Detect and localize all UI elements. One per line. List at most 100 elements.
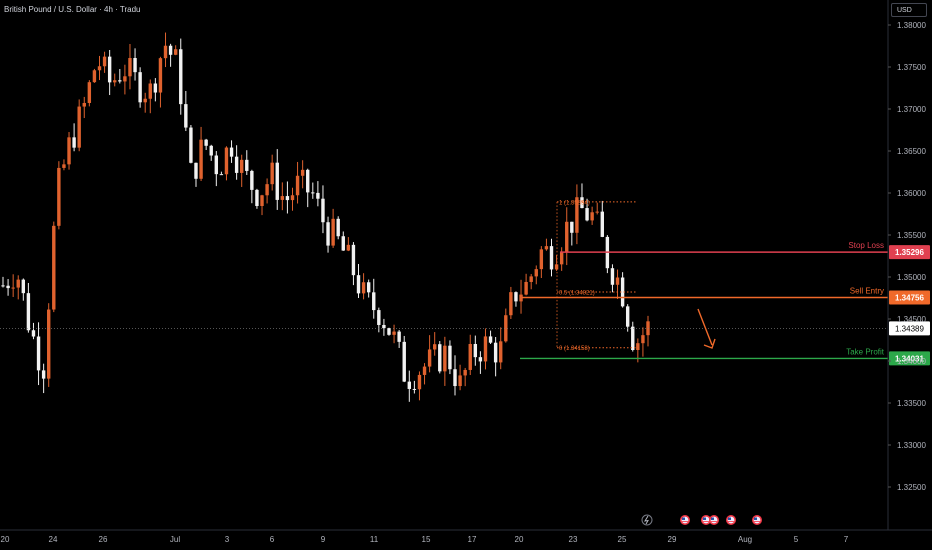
- candle: [488, 330, 493, 345]
- time-axis[interactable]: 20 24 26 Jul 3 6 9 11 15 17 20 23 25 29 Aug 5 7: [0, 529, 932, 544]
- candle: [575, 184, 579, 245]
- candle-body: [224, 147, 229, 175]
- candle-body: [600, 211, 604, 237]
- candle: [138, 67, 142, 108]
- candle: [280, 182, 285, 211]
- time-tick-label: Jul: [170, 535, 180, 544]
- candle-body: [280, 196, 285, 200]
- stop_loss-price-text: 1.35296: [895, 248, 924, 257]
- candle-body: [6, 285, 10, 289]
- candle-body: [107, 56, 112, 83]
- lightning-icon[interactable]: [641, 514, 653, 526]
- price-axis[interactable]: 1.38000 1.37500 1.37000 1.36500 1.36000 1.355…: [887, 0, 926, 530]
- candle-body: [473, 343, 478, 358]
- candle-body: [285, 196, 290, 201]
- price-tick-label: 1.35000: [897, 273, 926, 282]
- candle-body: [443, 345, 447, 372]
- time-tick-label: 11: [370, 535, 379, 544]
- trade-levels: Stop Loss 1.35296 Sell Entry 1.34756 Take Pr…: [0, 241, 930, 366]
- candle-body: [534, 269, 538, 277]
- candle-body: [214, 155, 219, 175]
- candle: [326, 216, 330, 253]
- price-tick-label: 1.33000: [897, 441, 926, 450]
- time-tick-label: 3: [225, 535, 230, 544]
- candle: [36, 322, 41, 386]
- candle: [270, 154, 274, 191]
- candle: [478, 351, 483, 374]
- candle-body: [184, 104, 188, 128]
- candle: [402, 335, 406, 383]
- candle-body: [148, 83, 152, 99]
- candle: [529, 274, 533, 290]
- candle: [407, 370, 411, 402]
- us-flag-icon[interactable]: [726, 515, 736, 525]
- currency-button[interactable]: USD: [891, 3, 927, 17]
- candle: [443, 336, 447, 386]
- candle-body: [102, 56, 107, 67]
- candle: [204, 138, 208, 151]
- candle-body: [402, 341, 406, 382]
- us-flag-icon[interactable]: [709, 515, 719, 525]
- candle: [534, 265, 538, 285]
- candle: [468, 334, 472, 376]
- candle: [6, 279, 10, 296]
- candle-body: [499, 341, 503, 363]
- candle-body: [133, 58, 137, 73]
- candle-body: [153, 83, 158, 93]
- candle-body: [87, 82, 92, 103]
- candle: [260, 194, 264, 216]
- candle: [524, 273, 528, 296]
- us-flag-icon[interactable]: [680, 515, 690, 525]
- candle-body: [478, 357, 483, 362]
- us-flag-icon[interactable]: [701, 515, 711, 525]
- price-tick-label: 1.38000: [897, 21, 926, 30]
- candle: [427, 335, 432, 373]
- candle: [544, 238, 549, 251]
- take_profit-label: Take Profit: [846, 347, 885, 356]
- candle: [77, 99, 81, 152]
- candle-body: [631, 326, 635, 350]
- candle: [458, 364, 462, 391]
- candle-body: [483, 336, 488, 362]
- candle-body: [427, 349, 432, 367]
- candle-body: [453, 369, 457, 387]
- candle-body: [397, 331, 401, 342]
- candle: [641, 327, 645, 357]
- candle: [306, 168, 310, 208]
- candle-body: [554, 264, 559, 270]
- candle-body: [173, 49, 178, 55]
- us-flag-icon[interactable]: [752, 515, 762, 525]
- candle: [549, 238, 554, 277]
- candle: [102, 51, 107, 73]
- chart-title: British Pound / U.S. Dollar · 4h · Tradu: [4, 5, 141, 14]
- fib-level-0-5-label: 0.5 (1.34821): [559, 291, 595, 297]
- candle-body: [417, 374, 422, 390]
- candle-body: [306, 169, 310, 193]
- candle-body: [570, 221, 574, 233]
- candle: [392, 324, 396, 344]
- candle-body: [245, 159, 249, 171]
- candle-body: [97, 66, 102, 71]
- candle: [366, 279, 371, 298]
- time-tick-label: 20: [1, 535, 10, 544]
- candle-body: [113, 80, 117, 83]
- candle: [16, 275, 20, 300]
- candle-body: [52, 225, 56, 310]
- candle: [275, 149, 279, 210]
- events-bar[interactable]: [641, 514, 762, 526]
- flag-icon-canton: [728, 517, 731, 520]
- candle-body: [92, 70, 97, 83]
- candle-body: [62, 164, 66, 168]
- candle: [509, 286, 513, 319]
- candle: [163, 32, 168, 68]
- candle: [143, 92, 147, 113]
- price-tick-label: 1.36500: [897, 147, 926, 156]
- lightning-icon-ring: [641, 514, 653, 526]
- candle: [107, 49, 112, 96]
- candle-body: [260, 195, 264, 206]
- candle: [41, 363, 46, 394]
- candle: [26, 282, 31, 333]
- candle-body: [295, 175, 300, 196]
- time-tick-label: 6: [270, 535, 275, 544]
